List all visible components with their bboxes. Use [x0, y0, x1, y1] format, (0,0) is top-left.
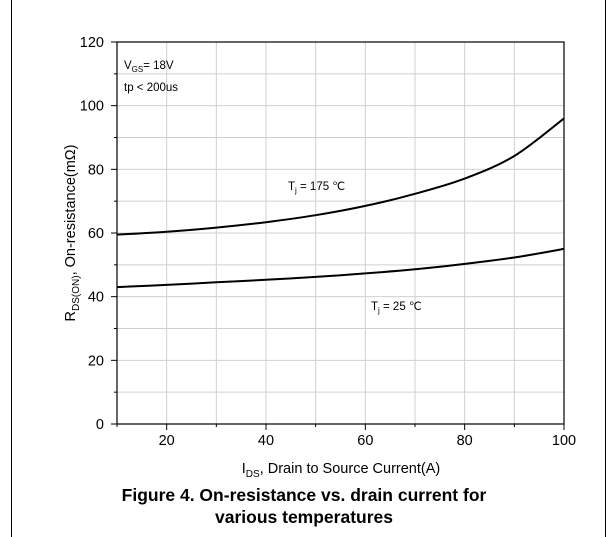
y-tick-label: 20: [88, 353, 104, 369]
y-tick-label: 80: [88, 162, 104, 178]
y-tick-label: 100: [80, 99, 104, 115]
y-tick-labels: 0 20 40 60 80 100 120: [80, 35, 104, 433]
axis-ticks: [111, 41, 565, 430]
x-tick-label: 100: [552, 433, 576, 449]
x-tick-labels: 20 40 60 80 100: [159, 433, 577, 449]
chart: 0 20 40 60 80 100 120 20 40 60 80 100 VGS= 18V tp …: [63, 35, 577, 480]
x-axis-label: IDS, Drain to Source Current(A): [242, 461, 440, 480]
figure-caption-line1: Figure 4. On-resistance vs. drain curren…: [121, 485, 487, 505]
y-tick-label: 60: [88, 226, 104, 242]
y-tick-label: 40: [88, 290, 104, 306]
y-tick-label: 120: [80, 35, 104, 51]
frame-left-border: [11, 0, 12, 537]
series-lines: [116, 117, 565, 289]
y-axis-label: RDS(ON), On-resistance(mΩ): [63, 145, 82, 322]
x-tick-label: 40: [258, 433, 274, 449]
frame-right-border: [605, 0, 606, 537]
y-tick-label: 0: [96, 417, 104, 433]
tp-condition: tp < 200us: [124, 82, 178, 94]
series-label-tj175: Tj = 175 ℃: [288, 181, 345, 195]
x-tick-label: 60: [357, 433, 373, 449]
figure-caption-line2: various temperatures: [215, 507, 393, 527]
vgs-condition: VGS= 18V: [124, 60, 174, 74]
series-line-1: [116, 247, 565, 289]
grid: [117, 42, 564, 424]
series-label-tj25: Tj = 25 ℃: [371, 301, 422, 315]
x-tick-label: 80: [457, 433, 473, 449]
x-tick-label: 20: [159, 433, 175, 449]
series-line-0: [116, 117, 565, 236]
